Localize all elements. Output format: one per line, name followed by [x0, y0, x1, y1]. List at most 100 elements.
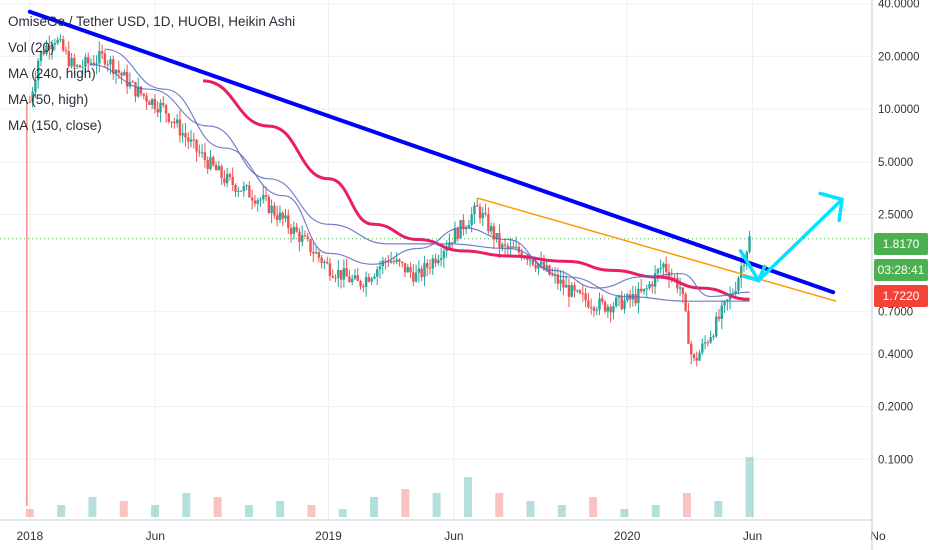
volume-bar	[557, 505, 566, 517]
candle-body	[337, 270, 340, 278]
candle-body	[712, 336, 715, 338]
candle-body	[720, 305, 723, 319]
candle-body	[473, 205, 476, 215]
candle-body	[620, 295, 623, 310]
candle-body	[48, 45, 51, 50]
candle-body	[278, 212, 282, 220]
candle-body	[273, 205, 276, 216]
candle-body	[70, 57, 73, 67]
time-tick: Jun	[743, 529, 762, 543]
time-tick: 2018	[17, 529, 44, 543]
candle-body	[206, 160, 209, 170]
candle-body	[28, 101, 32, 103]
candle-body	[692, 354, 696, 358]
candle-body	[217, 166, 221, 171]
candle-body	[642, 288, 646, 292]
candle-body	[131, 81, 134, 83]
candle-body	[153, 99, 157, 110]
ma-line	[89, 63, 750, 302]
candle-body	[239, 190, 243, 192]
candle-body	[184, 133, 187, 138]
time-tick: Jun	[444, 529, 463, 543]
candle-body	[648, 284, 651, 289]
candle-body	[339, 270, 343, 280]
candle-body	[653, 273, 657, 287]
candle-body	[467, 225, 471, 228]
candle-body	[39, 51, 43, 61]
volume-bar	[151, 505, 160, 517]
countdown-badge: 03:28:41	[874, 259, 928, 281]
candle-body	[717, 316, 721, 319]
candle-body	[453, 228, 457, 244]
candle-body	[362, 286, 365, 288]
ma150-line	[202, 79, 750, 301]
candle-body	[556, 274, 560, 284]
candle-body	[459, 220, 462, 239]
candle-body	[587, 300, 590, 308]
candle-body	[564, 284, 568, 288]
orange-trendline	[477, 197, 837, 302]
candle-body	[262, 195, 265, 200]
candle-body	[406, 267, 409, 273]
candle-body	[34, 80, 37, 92]
price-tick: 5.0000	[878, 157, 913, 169]
candle-body	[323, 261, 326, 263]
candle-body	[639, 288, 643, 292]
candle-body	[281, 212, 284, 219]
candle-body	[584, 293, 587, 301]
candle-body	[36, 60, 40, 81]
volume-bar	[370, 497, 379, 517]
candle-body	[359, 280, 362, 287]
candle-body	[139, 86, 143, 94]
candle-body	[656, 269, 660, 274]
candle-body	[478, 206, 482, 219]
candle-body	[626, 294, 629, 301]
candle-body	[306, 236, 309, 239]
candle-body	[634, 294, 637, 304]
candle-body	[225, 174, 229, 184]
candle-body	[456, 228, 459, 239]
candle-body	[509, 246, 512, 249]
time-tick: 2020	[614, 529, 641, 543]
ma-price-badge: 1.7220	[874, 285, 928, 307]
candle-body	[462, 220, 465, 230]
candle-body	[350, 278, 354, 283]
candle-body	[270, 205, 273, 214]
candle-body	[420, 268, 423, 278]
candle-body	[342, 268, 346, 280]
candle-body	[81, 66, 84, 68]
candle-body	[98, 51, 101, 64]
candle-body	[78, 65, 82, 68]
candle-body	[542, 261, 546, 270]
candle-body	[187, 137, 190, 142]
legend-vol: Vol (20)	[8, 40, 55, 55]
candle-body	[481, 212, 485, 219]
volume-bars	[25, 457, 754, 517]
candle-body	[170, 121, 173, 123]
candle-body	[637, 288, 640, 304]
candle-body	[492, 226, 496, 240]
candle-body	[256, 200, 259, 204]
candle-body	[325, 261, 329, 264]
candle-body	[42, 51, 45, 54]
candle-body	[531, 259, 535, 265]
candle-body	[356, 275, 359, 281]
candle-body	[181, 133, 184, 136]
legend-ma150: MA (150, close)	[8, 118, 102, 133]
candle-body	[353, 275, 357, 279]
candle-body	[275, 215, 279, 220]
candle-body	[684, 293, 687, 311]
volume-bar	[182, 493, 191, 517]
candle-body	[595, 309, 598, 311]
candle-body	[412, 272, 415, 282]
candle-body	[726, 299, 729, 302]
candle-body	[562, 279, 565, 288]
candle-body	[173, 121, 176, 124]
candle-body	[314, 252, 318, 254]
candle-body	[114, 69, 118, 74]
candle-body	[200, 152, 204, 154]
candle-body	[89, 62, 93, 64]
candle-body	[723, 301, 726, 306]
candle-body	[267, 196, 271, 214]
